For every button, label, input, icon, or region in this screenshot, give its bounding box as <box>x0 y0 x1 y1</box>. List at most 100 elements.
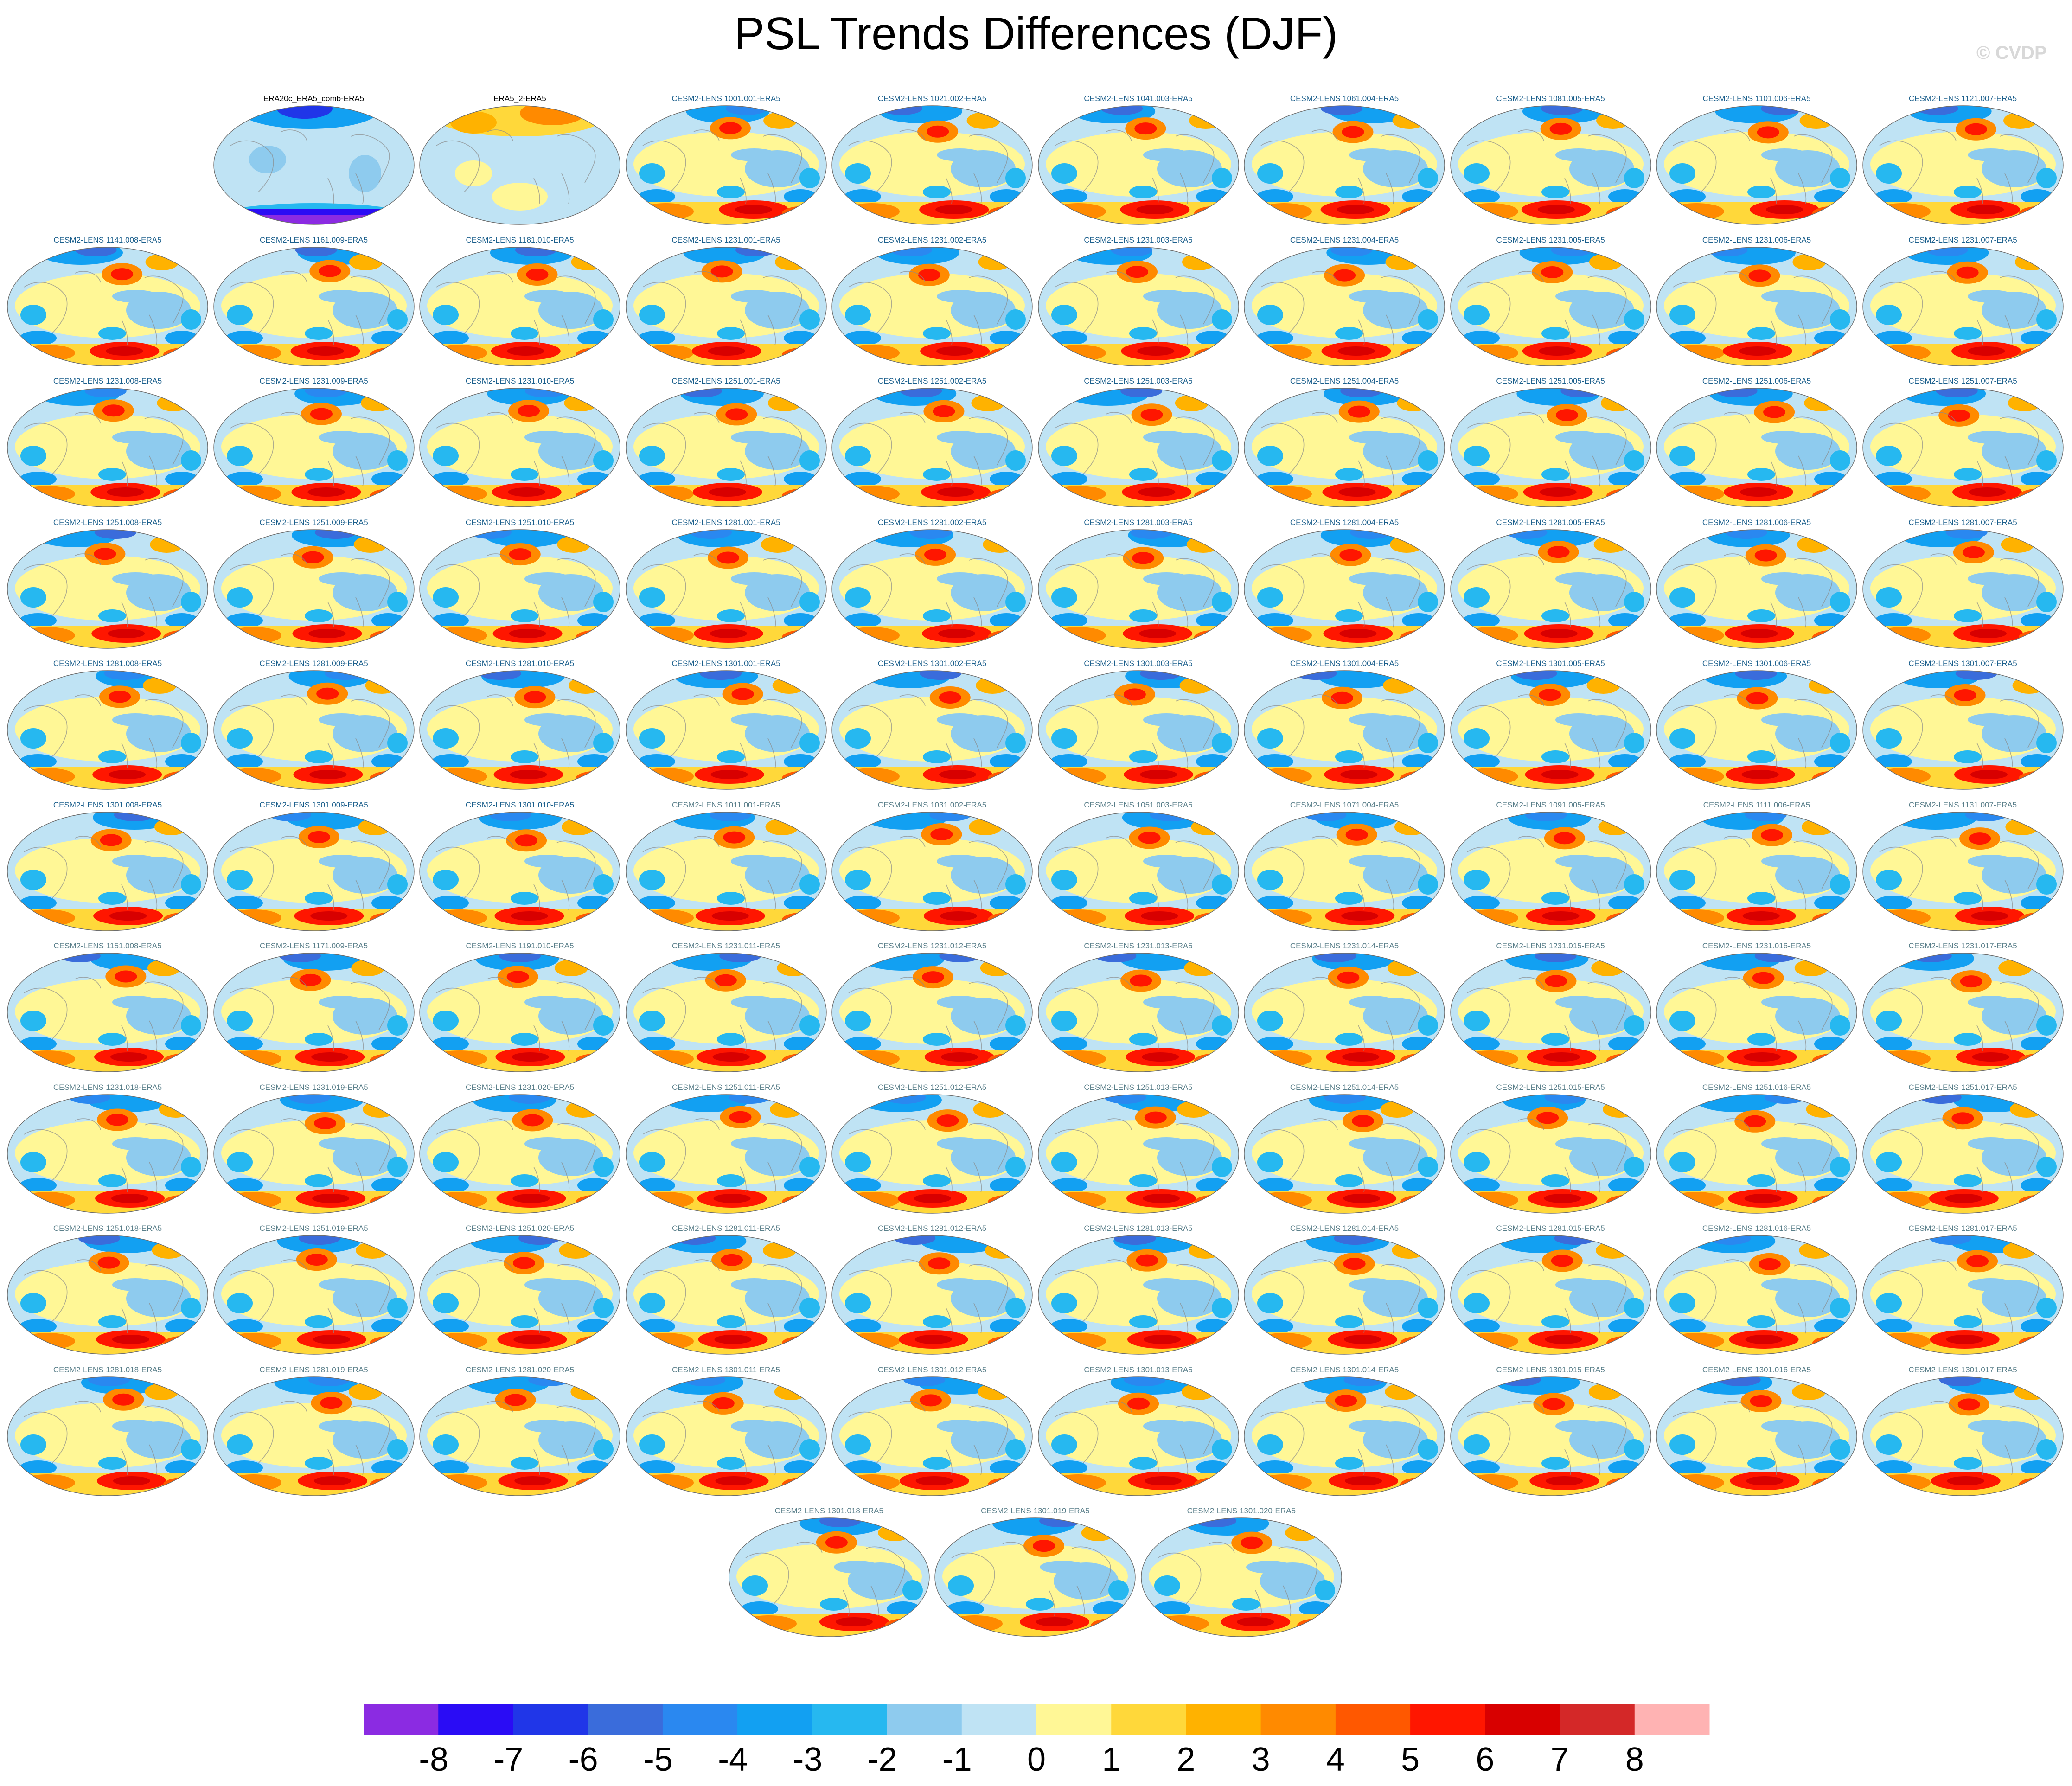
pressure-anomaly <box>903 1376 946 1386</box>
pressure-anomaly <box>577 330 611 346</box>
map-outline <box>1244 670 1445 790</box>
map-panel-plot <box>1862 529 2064 649</box>
pressure-anomaly <box>990 613 1023 628</box>
pressure-anomaly <box>1335 1394 1357 1407</box>
map-outline <box>1656 953 1857 1072</box>
pressure-anomaly <box>104 671 146 680</box>
pressure-anomaly <box>799 1015 820 1036</box>
pressure-anomaly <box>1385 253 1419 270</box>
pressure-anomaly <box>1463 1434 1490 1455</box>
pressure-anomaly <box>37 562 93 604</box>
pressure-anomaly <box>937 289 983 303</box>
coastline <box>642 1400 802 1475</box>
pressure-anomaly <box>115 970 137 983</box>
pressure-anomaly <box>1051 1293 1077 1313</box>
pressure-anomaly <box>1256 1319 1293 1334</box>
coastline <box>24 270 184 345</box>
colorbar-tick-label: 4 <box>1326 1741 1345 1778</box>
map-panel-plot <box>1244 1235 1445 1355</box>
pressure-anomaly <box>19 1191 75 1209</box>
map-panel: CESM2-LENS 1231.005-ERA5 <box>1449 235 1653 374</box>
map-outline <box>419 105 620 225</box>
map-outline <box>625 388 827 507</box>
pressure-anomaly <box>163 629 208 645</box>
coastline <box>1055 1118 1214 1192</box>
pressure-anomaly <box>1874 895 1912 910</box>
pressure-anomaly <box>1893 812 1977 830</box>
pressure-anomaly <box>508 487 545 497</box>
pressure-anomaly <box>1462 768 1518 785</box>
pressure-anomaly <box>355 1242 389 1259</box>
pressure-anomaly <box>928 1257 951 1270</box>
pressure-anomaly <box>1256 1178 1293 1193</box>
pressure-anomaly <box>2020 1460 2054 1475</box>
map-panel: CESM2-LENS 1061.004-ERA5 <box>1242 94 1446 233</box>
colorbar-swatch <box>1560 1704 1635 1735</box>
coastline <box>1673 835 1833 910</box>
pressure-anomaly <box>1343 1376 1386 1386</box>
pressure-anomaly <box>1688 1127 1745 1169</box>
pressure-anomaly <box>593 1156 614 1177</box>
map-panel: CESM2-LENS 1301.019-ERA5 <box>933 1506 1137 1645</box>
pressure-anomaly <box>479 671 521 680</box>
map-panel: CESM2-LENS 1041.003-ERA5 <box>1036 94 1241 233</box>
pressure-anomaly <box>1669 304 1695 325</box>
pressure-anomaly <box>716 891 745 905</box>
pressure-anomaly <box>1953 609 1982 622</box>
pressure-anomaly <box>181 450 201 471</box>
map-outline <box>419 1094 620 1214</box>
pressure-anomaly <box>1463 869 1490 890</box>
pressure-anomaly <box>2018 488 2063 503</box>
pressure-anomaly <box>1402 330 1435 346</box>
pressure-anomaly <box>1899 529 1983 547</box>
pressure-anomaly <box>2014 253 2048 270</box>
panel-title: CESM2-LENS 1191.010-ERA5 <box>466 941 574 950</box>
pressure-anomaly <box>1129 750 1157 763</box>
panel-title: CESM2-LENS 1281.012-ERA5 <box>877 1224 987 1233</box>
pressure-anomaly <box>112 1335 149 1344</box>
coastline <box>230 835 390 910</box>
pressure-anomaly <box>111 268 134 280</box>
pressure-anomaly <box>937 1419 983 1433</box>
pressure-anomaly <box>1091 1618 1136 1633</box>
pressure-anomaly <box>1256 1037 1293 1051</box>
pressure-anomaly <box>1402 754 1435 769</box>
pressure-anomaly <box>1462 1037 1500 1051</box>
pressure-anomaly <box>783 1319 817 1334</box>
pressure-anomaly <box>1462 203 1518 220</box>
pressure-anomaly <box>783 189 817 204</box>
pressure-anomaly <box>1211 450 1232 471</box>
map-panel: CESM2-LENS 1251.008-ERA5 <box>6 518 210 657</box>
pressure-anomaly <box>369 1477 414 1492</box>
pressure-anomaly <box>844 1319 881 1334</box>
map-panel: CESM2-LENS 1301.010-ERA5 <box>418 800 622 939</box>
map-panel: CESM2-LENS 1301.008-ERA5 <box>6 800 210 939</box>
map-panel: CESM2-LENS 1301.013-ERA5 <box>1036 1365 1241 1504</box>
pressure-anomaly <box>1273 139 1329 180</box>
pressure-anomaly <box>432 768 487 785</box>
pressure-anomaly <box>1929 1235 1971 1245</box>
map-panel-plot <box>419 105 620 225</box>
pressure-anomaly <box>1812 629 1857 645</box>
pressure-anomaly <box>1387 960 1421 976</box>
pressure-anomaly <box>923 609 951 622</box>
pressure-anomaly <box>1875 446 1902 466</box>
pressure-anomaly <box>524 289 571 303</box>
pressure-anomaly <box>371 895 405 910</box>
pressure-anomaly <box>741 1601 778 1616</box>
map-outline <box>1450 1094 1651 1214</box>
panel-title: CESM2-LENS 1091.005-ERA5 <box>1496 800 1605 809</box>
map-outline <box>831 1094 1033 1214</box>
map-outline <box>7 953 208 1072</box>
pressure-anomaly <box>1812 206 1857 221</box>
map-panel: CESM2-LENS 1231.014-ERA5 <box>1242 941 1446 1080</box>
map-panel: CESM2-LENS 1281.014-ERA5 <box>1242 1223 1446 1363</box>
pressure-anomaly <box>1965 812 2007 821</box>
map-panel-plot <box>213 670 415 790</box>
pressure-anomaly <box>1402 895 1435 910</box>
map-outline <box>1862 105 2064 225</box>
pressure-anomaly <box>714 974 737 986</box>
pressure-anomaly <box>20 1293 46 1313</box>
pressure-anomaly <box>1402 189 1435 204</box>
pressure-anomaly <box>1889 280 1945 322</box>
